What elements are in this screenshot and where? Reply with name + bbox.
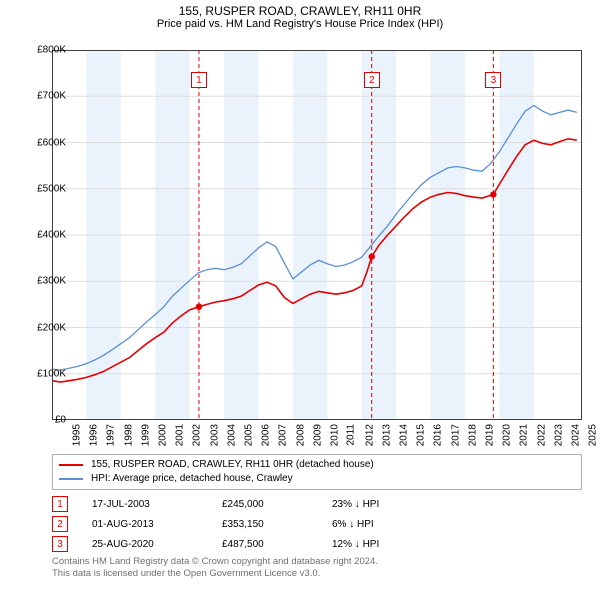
- marker-price: £353,150: [222, 519, 332, 530]
- chart-title: 155, RUSPER ROAD, CRAWLEY, RH11 0HR: [0, 0, 600, 18]
- legend-swatch: [59, 464, 83, 466]
- x-axis-label: 2005: [243, 424, 254, 446]
- y-axis-label: £800K: [6, 45, 66, 56]
- x-axis-label: 1996: [88, 424, 99, 446]
- x-axis-label: 2006: [261, 424, 272, 446]
- x-axis-label: 1998: [123, 424, 134, 446]
- x-axis-label: 2010: [329, 424, 340, 446]
- legend-label: 155, RUSPER ROAD, CRAWLEY, RH11 0HR (det…: [91, 458, 374, 472]
- x-axis-label: 2004: [226, 424, 237, 446]
- footer-line: This data is licensed under the Open Gov…: [52, 568, 378, 580]
- footer-line: Contains HM Land Registry data © Crown c…: [52, 556, 378, 568]
- x-axis-label: 2013: [381, 424, 392, 446]
- marker-date: 25-AUG-2020: [92, 539, 222, 550]
- x-axis-label: 2014: [398, 424, 409, 446]
- x-axis-label: 2015: [415, 424, 426, 446]
- marker-price: £245,000: [222, 499, 332, 510]
- x-axis-label: 2018: [467, 424, 478, 446]
- y-axis-label: £400K: [6, 230, 66, 241]
- marker-row: 1 17-JUL-2003 £245,000 23% ↓ HPI: [52, 494, 452, 514]
- x-axis-label: 2007: [278, 424, 289, 446]
- y-axis-label: £100K: [6, 368, 66, 379]
- x-axis-label: 2021: [519, 424, 530, 446]
- y-axis-label: £600K: [6, 137, 66, 148]
- x-axis-label: 2017: [450, 424, 461, 446]
- x-axis-label: 2022: [536, 424, 547, 446]
- x-axis-label: 2000: [157, 424, 168, 446]
- x-axis-label: 1999: [140, 424, 151, 446]
- x-axis-label: 2024: [570, 424, 581, 446]
- y-axis-label: £0: [6, 415, 66, 426]
- x-axis-label: 2011: [346, 424, 357, 446]
- x-axis-label: 2016: [433, 424, 444, 446]
- legend-label: HPI: Average price, detached house, Craw…: [91, 472, 293, 486]
- chart-plot-area: 1 2 3: [52, 50, 582, 420]
- x-axis-label: 2001: [174, 424, 185, 446]
- marker-index-box: 2: [52, 516, 68, 532]
- legend: 155, RUSPER ROAD, CRAWLEY, RH11 0HR (det…: [52, 454, 582, 490]
- x-axis-label: 1997: [106, 424, 117, 446]
- x-axis-label: 2002: [192, 424, 203, 446]
- chart-marker-box: 2: [364, 72, 380, 88]
- x-axis-label: 2020: [501, 424, 512, 446]
- legend-item-price-paid: 155, RUSPER ROAD, CRAWLEY, RH11 0HR (det…: [59, 458, 575, 472]
- marker-index-box: 1: [52, 496, 68, 512]
- marker-delta: 12% ↓ HPI: [332, 539, 452, 550]
- chart-marker-box: 1: [191, 72, 207, 88]
- x-axis-label: 1995: [71, 424, 82, 446]
- x-axis-label: 2012: [364, 424, 375, 446]
- chart-container: 155, RUSPER ROAD, CRAWLEY, RH11 0HR Pric…: [0, 0, 600, 590]
- marker-row: 3 25-AUG-2020 £487,500 12% ↓ HPI: [52, 534, 452, 554]
- marker-index-box: 3: [52, 536, 68, 552]
- x-axis-label: 2008: [295, 424, 306, 446]
- marker-row: 2 01-AUG-2013 £353,150 6% ↓ HPI: [52, 514, 452, 534]
- y-axis-label: £300K: [6, 276, 66, 287]
- x-axis-label: 2009: [312, 424, 323, 446]
- footer-attribution: Contains HM Land Registry data © Crown c…: [52, 556, 378, 581]
- y-axis-label: £200K: [6, 322, 66, 333]
- legend-item-hpi: HPI: Average price, detached house, Craw…: [59, 472, 575, 486]
- y-axis-label: £500K: [6, 183, 66, 194]
- chart-marker-box: 3: [485, 72, 501, 88]
- marker-delta: 23% ↓ HPI: [332, 499, 452, 510]
- marker-date: 01-AUG-2013: [92, 519, 222, 530]
- x-axis-label: 2003: [209, 424, 220, 446]
- marker-price: £487,500: [222, 539, 332, 550]
- y-axis-label: £700K: [6, 91, 66, 102]
- x-axis-label: 2019: [484, 424, 495, 446]
- marker-date: 17-JUL-2003: [92, 499, 222, 510]
- marker-delta: 6% ↓ HPI: [332, 519, 452, 530]
- legend-swatch: [59, 478, 83, 480]
- marker-table: 1 17-JUL-2003 £245,000 23% ↓ HPI 2 01-AU…: [52, 494, 452, 554]
- x-axis-label: 2023: [553, 424, 564, 446]
- chart-subtitle: Price paid vs. HM Land Registry's House …: [0, 18, 600, 30]
- x-axis-label: 2025: [587, 424, 598, 446]
- chart-svg: [52, 50, 582, 420]
